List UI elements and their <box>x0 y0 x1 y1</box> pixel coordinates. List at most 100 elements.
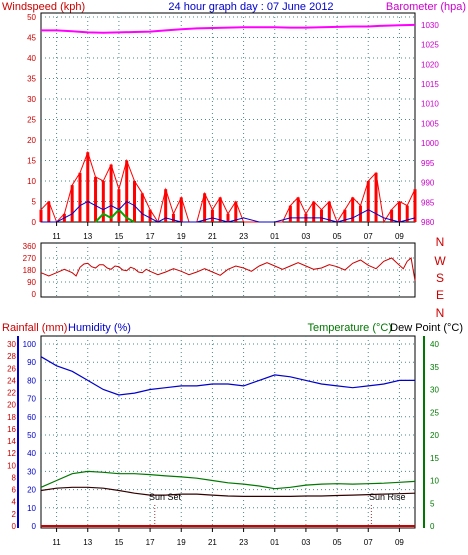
barometer-tick-label: 1030 <box>421 21 439 30</box>
wind-tick-label: 25 <box>27 116 36 125</box>
temp-hour-label: 21 <box>208 538 217 547</box>
wind-hour-axis: 11 13 15 17 19 21 23 01 03 05 07 09 <box>52 222 404 241</box>
wind-hour-label: 03 <box>301 232 310 241</box>
barometer-tick-label: 1020 <box>421 60 439 69</box>
rainfall-tick-label: 20 <box>7 401 16 410</box>
temp-hour-label: 23 <box>239 538 248 547</box>
barometer-title: Barometer (hpa) <box>386 1 466 13</box>
temperature-tick-label: 15 <box>430 454 439 463</box>
wind-tick-label: 20 <box>27 136 36 145</box>
compass-letter: N <box>436 306 445 320</box>
temperature-tick-label: 20 <box>430 431 439 440</box>
rainfall-tick-label: 18 <box>7 413 16 422</box>
wind-tick-label: 10 <box>27 177 36 186</box>
temp-hour-label: 11 <box>52 538 61 547</box>
wind-panel-frame <box>40 12 416 223</box>
humidity-tick-label: 100 <box>23 340 37 349</box>
wind-tick-label: 40 <box>27 54 36 63</box>
wind-panel-grid <box>41 13 415 222</box>
direction-tick-label: 270 <box>23 254 37 263</box>
barometer-tick-label: 1015 <box>421 80 439 89</box>
temp-hour-label: 17 <box>146 538 155 547</box>
rainfall-tick-label: 14 <box>7 437 16 446</box>
wind-speed-axis: 0 5 10 15 20 25 30 35 40 45 50 <box>27 13 36 227</box>
barometer-tick-label: 985 <box>421 198 435 207</box>
wind-hour-label: 09 <box>395 232 404 241</box>
humidity-tick-label: 80 <box>27 376 36 385</box>
rainfall-tick-label: 28 <box>7 352 16 361</box>
wind-series-group <box>39 23 417 224</box>
humidity-tick-label: 50 <box>27 431 36 440</box>
wind-tick-label: 30 <box>27 95 36 104</box>
wind-tick-label: 5 <box>32 198 37 207</box>
barometer-line <box>41 23 416 34</box>
barometer-tick-label: 980 <box>421 218 435 227</box>
temp-hour-axis: 11 13 15 17 19 21 23 01 03 05 07 09 <box>52 528 404 547</box>
temp-hour-label: 03 <box>301 538 310 547</box>
rainfall-tick-label: 10 <box>7 461 16 470</box>
wind-tick-label: 50 <box>27 13 36 22</box>
rainfall-title: Rainfall (mm) <box>2 322 67 334</box>
wind-hour-label: 19 <box>177 232 186 241</box>
rainfall-tick-label: 26 <box>7 364 16 373</box>
temperature-tick-label: 0 <box>430 522 435 531</box>
temp-hour-label: 15 <box>114 538 123 547</box>
humidity-axis: 0 10 20 30 40 50 60 70 80 90 100 <box>23 340 37 531</box>
wind-tick-label: 45 <box>27 34 36 43</box>
gust-line <box>40 150 416 224</box>
temp-hour-label: 01 <box>270 538 279 547</box>
barometer-tick-label: 1010 <box>421 100 439 109</box>
temp-hour-label: 13 <box>83 538 92 547</box>
humidity-line <box>40 356 415 396</box>
humidity-tick-label: 60 <box>27 413 36 422</box>
wind-hour-label: 23 <box>239 232 248 241</box>
graph-title: 24 hour graph day : 07 June 2012 <box>168 1 333 13</box>
wind-hour-label: 05 <box>333 232 342 241</box>
barometer-axis: 980 985 990 995 1000 1005 1010 1015 1020 1025 1030 <box>421 21 439 227</box>
compass-letter: W <box>434 254 446 268</box>
temp-hour-label: 19 <box>177 538 186 547</box>
wind-hour-label: 01 <box>270 232 279 241</box>
direction-panel-grid <box>41 243 415 297</box>
barometer-tick-label: 995 <box>421 159 435 168</box>
temp-series-group <box>17 336 425 528</box>
sunrise-label: Sun Rise <box>369 492 406 502</box>
temp-panel-frame <box>40 335 416 529</box>
wind-hour-label: 15 <box>114 232 123 241</box>
wind-tick-label: 15 <box>27 157 36 166</box>
wind-tick-label: 0 <box>32 218 37 227</box>
barometer-tick-label: 1000 <box>421 139 439 148</box>
humidity-tick-label: 30 <box>27 467 36 476</box>
temperature-title: Temperature (°C) <box>308 322 392 334</box>
barometer-tick-label: 1005 <box>421 119 439 128</box>
wind-hour-label: 11 <box>52 232 61 241</box>
temp-hour-label: 07 <box>364 538 373 547</box>
humidity-tick-label: 10 <box>27 504 36 513</box>
rainfall-tick-label: 12 <box>7 449 16 458</box>
temperature-tick-label: 25 <box>430 408 439 417</box>
sunset-label: Sun Set <box>149 492 182 502</box>
barometer-tick-label: 1025 <box>421 41 439 50</box>
humidity-tick-label: 70 <box>27 395 36 404</box>
rainfall-tick-label: 0 <box>12 522 17 531</box>
wind-hour-label: 17 <box>146 232 155 241</box>
rainfall-tick-label: 8 <box>12 473 17 482</box>
temperature-tick-label: 5 <box>430 499 435 508</box>
direction-tick-label: 180 <box>23 266 37 275</box>
direction-tick-label: 90 <box>27 278 36 287</box>
temperature-axis: 0 5 10 15 20 25 30 35 40 <box>430 340 439 531</box>
rainfall-tick-label: 2 <box>12 510 17 519</box>
rainfall-tick-label: 22 <box>7 389 16 398</box>
humidity-tick-label: 20 <box>27 486 36 495</box>
dewpoint-title: Dew Point (°C) <box>390 322 463 334</box>
wind-hour-label: 07 <box>364 232 373 241</box>
temperature-line <box>40 470 416 490</box>
wind-tick-label: 35 <box>27 75 36 84</box>
barometer-tick-label: 990 <box>421 179 435 188</box>
temp-hour-label: 09 <box>395 538 404 547</box>
humidity-tick-label: 0 <box>32 522 37 531</box>
humidity-tick-label: 90 <box>27 358 36 367</box>
